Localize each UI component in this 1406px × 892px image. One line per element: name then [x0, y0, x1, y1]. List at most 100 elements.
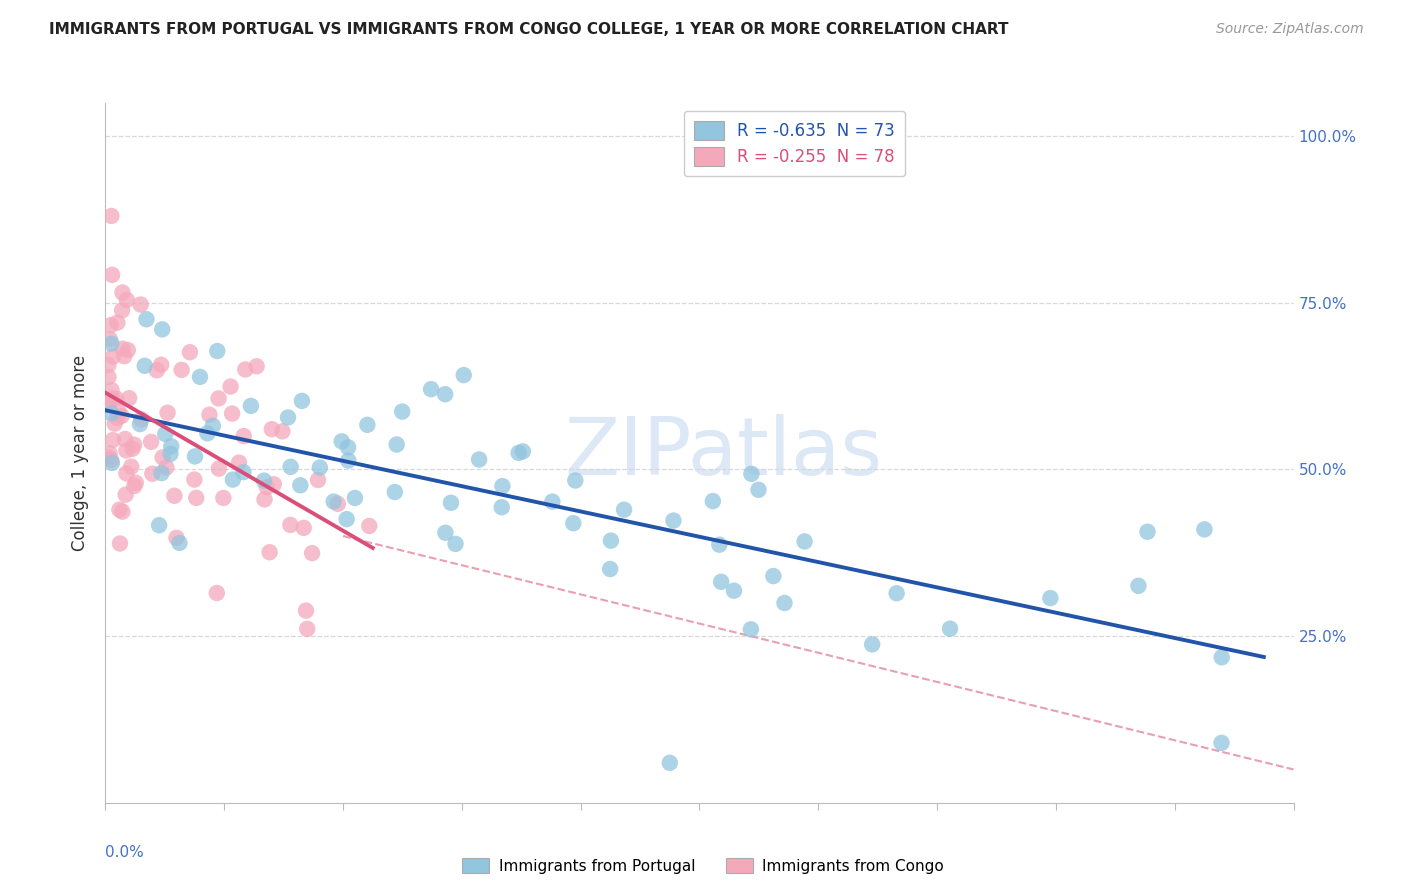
- Point: [134, 359, 156, 373]
- Point: [420, 382, 443, 396]
- Point: [307, 473, 329, 487]
- Point: [201, 418, 224, 433]
- Point: [232, 465, 254, 479]
- Point: [108, 536, 131, 550]
- Point: [100, 406, 122, 420]
- Point: [1136, 524, 1159, 539]
- Point: [259, 545, 281, 559]
- Point: [253, 492, 276, 507]
- Point: [233, 362, 256, 376]
- Point: [114, 488, 136, 502]
- Point: [939, 622, 962, 636]
- Point: [111, 303, 134, 318]
- Point: [101, 350, 124, 364]
- Point: [188, 370, 211, 384]
- Point: [100, 383, 122, 397]
- Point: [101, 456, 124, 470]
- Point: [197, 426, 219, 441]
- Point: [141, 467, 163, 481]
- Point: [280, 517, 302, 532]
- Point: [384, 485, 406, 500]
- Point: [105, 411, 128, 425]
- Point: [184, 450, 207, 464]
- Point: [453, 368, 475, 383]
- Point: [886, 586, 908, 600]
- Point: [111, 285, 134, 300]
- Point: [114, 432, 136, 446]
- Point: [101, 392, 124, 406]
- Point: [198, 408, 221, 422]
- Point: [723, 583, 745, 598]
- Point: [97, 394, 120, 409]
- Point: [105, 316, 128, 330]
- Point: [105, 392, 128, 406]
- Point: [1211, 650, 1233, 665]
- Point: [292, 521, 315, 535]
- Point: [440, 496, 463, 510]
- Point: [207, 392, 229, 406]
- Point: [613, 502, 636, 516]
- Point: [491, 479, 513, 493]
- Point: [308, 460, 330, 475]
- Point: [280, 459, 302, 474]
- Point: [117, 343, 139, 357]
- Point: [271, 425, 294, 439]
- Point: [212, 491, 235, 505]
- Point: [108, 502, 131, 516]
- Point: [104, 417, 127, 431]
- Point: [330, 434, 353, 449]
- Point: [111, 342, 134, 356]
- Point: [468, 452, 491, 467]
- Point: [343, 491, 366, 505]
- Point: [297, 622, 319, 636]
- Point: [491, 500, 513, 515]
- Point: [100, 318, 122, 332]
- Point: [150, 466, 173, 480]
- Point: [662, 514, 685, 528]
- Point: [508, 446, 530, 460]
- Point: [291, 393, 314, 408]
- Point: [219, 379, 242, 393]
- Point: [135, 312, 157, 326]
- Point: [709, 538, 731, 552]
- Text: 0.0%: 0.0%: [105, 845, 145, 860]
- Point: [337, 453, 360, 467]
- Point: [111, 409, 134, 423]
- Point: [150, 322, 173, 336]
- Point: [762, 569, 785, 583]
- Point: [166, 531, 188, 545]
- Point: [170, 363, 193, 377]
- Point: [129, 417, 152, 431]
- Point: [239, 399, 262, 413]
- Point: [101, 433, 124, 447]
- Point: [115, 293, 138, 307]
- Point: [793, 534, 815, 549]
- Legend: Immigrants from Portugal, Immigrants from Congo: Immigrants from Portugal, Immigrants fro…: [456, 852, 950, 880]
- Point: [434, 525, 457, 540]
- Point: [146, 363, 169, 377]
- Point: [747, 483, 769, 497]
- Point: [152, 450, 174, 465]
- Point: [120, 459, 142, 474]
- Point: [773, 596, 796, 610]
- Point: [107, 404, 129, 418]
- Point: [260, 422, 283, 436]
- Point: [434, 387, 457, 401]
- Point: [1039, 591, 1062, 605]
- Point: [710, 574, 733, 589]
- Point: [98, 446, 121, 460]
- Point: [169, 536, 191, 550]
- Point: [100, 336, 122, 351]
- Point: [256, 480, 278, 494]
- Point: [183, 473, 205, 487]
- Point: [186, 491, 208, 505]
- Point: [444, 537, 467, 551]
- Point: [205, 586, 228, 600]
- Point: [97, 396, 120, 410]
- Point: [112, 349, 135, 363]
- Point: [1194, 522, 1216, 536]
- Point: [155, 460, 177, 475]
- Point: [232, 429, 254, 443]
- Point: [246, 359, 269, 374]
- Point: [541, 494, 564, 508]
